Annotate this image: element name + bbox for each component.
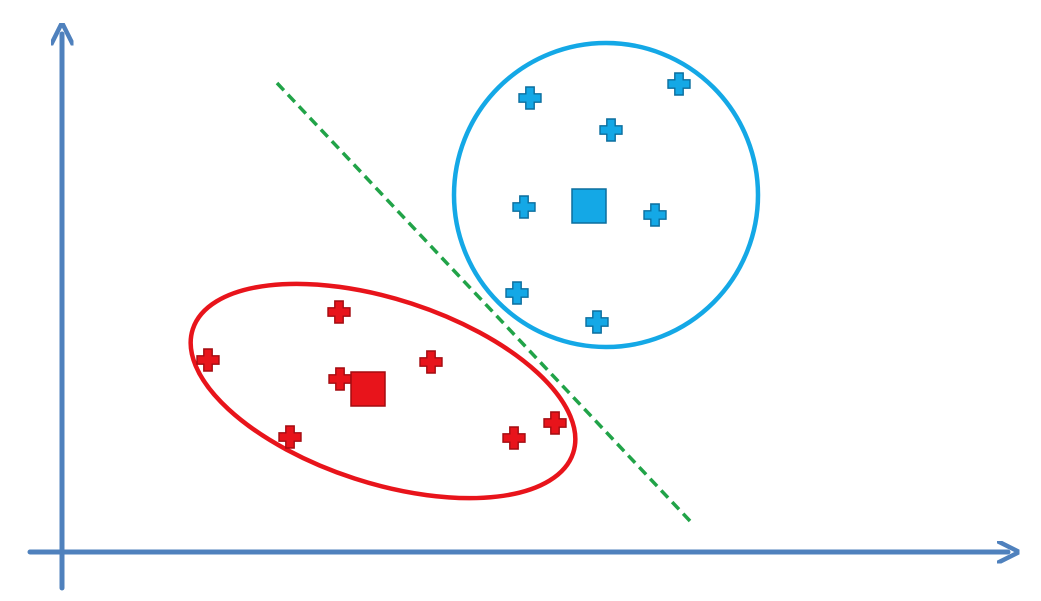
cluster-b-point-7	[585, 310, 609, 334]
cluster-a-point-5	[278, 425, 302, 449]
cluster-b-point-3	[599, 118, 623, 142]
cluster-a-point-7	[543, 411, 567, 435]
cluster-b-boundary-circle	[451, 40, 761, 350]
cluster-a-centroid	[350, 371, 386, 407]
cluster-a-boundary-ellipse	[188, 281, 578, 501]
cluster-a-point-6	[502, 426, 526, 450]
cluster-b-point-5	[643, 203, 667, 227]
cluster-a-point-2	[196, 348, 220, 372]
cluster-a-point-4	[328, 367, 352, 391]
decision-boundary-group	[275, 81, 692, 523]
decision-boundary-line	[275, 81, 692, 523]
cluster-b-point-6	[505, 281, 529, 305]
cluster-b-point-2	[667, 72, 691, 96]
cluster-b-centroid	[571, 188, 607, 224]
cluster-a-point-1	[327, 300, 351, 324]
cluster-a-point-3	[419, 350, 443, 374]
data-points	[196, 72, 691, 450]
cluster-b-point-4	[512, 195, 536, 219]
centroids	[350, 188, 607, 407]
cluster-boundaries	[188, 40, 761, 501]
cluster-b-point-1	[518, 86, 542, 110]
